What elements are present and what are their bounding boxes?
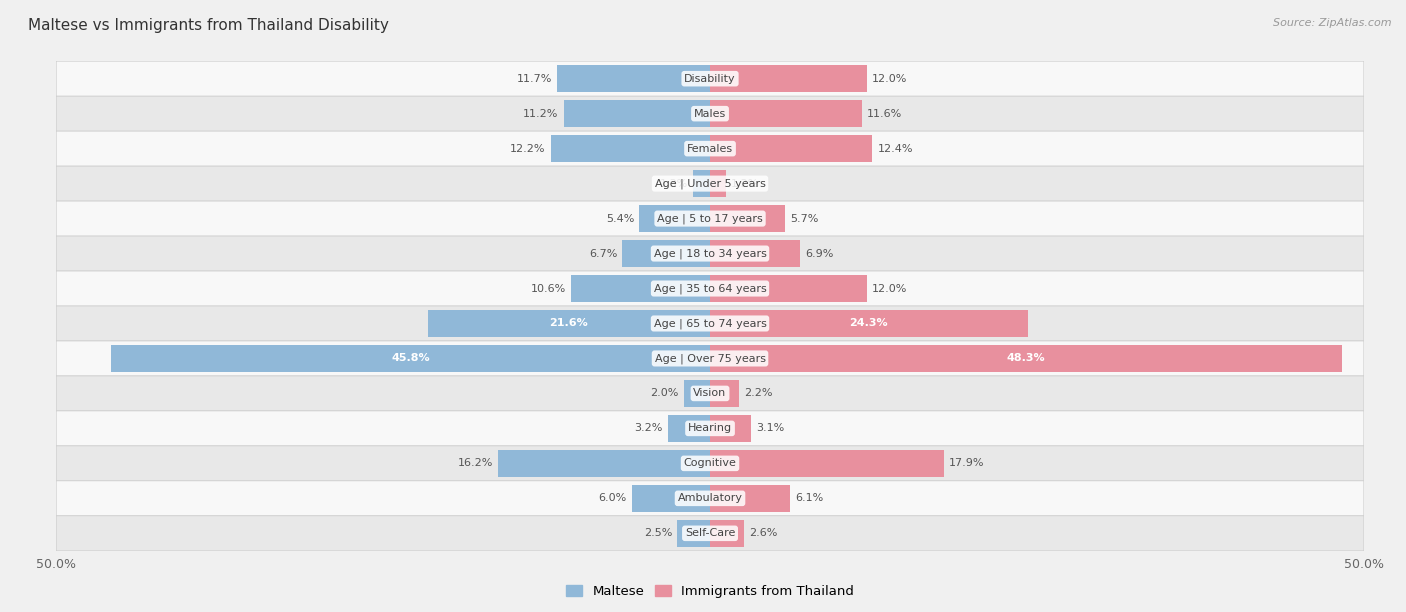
- Bar: [710, 380, 738, 407]
- FancyBboxPatch shape: [56, 236, 1364, 271]
- Text: Age | 65 to 74 years: Age | 65 to 74 years: [654, 318, 766, 329]
- Bar: [564, 100, 710, 127]
- Text: Hearing: Hearing: [688, 424, 733, 433]
- Text: 3.2%: 3.2%: [634, 424, 664, 433]
- Text: 11.6%: 11.6%: [868, 109, 903, 119]
- Text: Source: ZipAtlas.com: Source: ZipAtlas.com: [1274, 18, 1392, 28]
- Text: 1.2%: 1.2%: [731, 179, 759, 188]
- Text: Maltese vs Immigrants from Thailand Disability: Maltese vs Immigrants from Thailand Disa…: [28, 18, 389, 34]
- Text: 48.3%: 48.3%: [1007, 354, 1045, 364]
- FancyBboxPatch shape: [56, 131, 1364, 166]
- Bar: [710, 520, 744, 547]
- Bar: [498, 450, 710, 477]
- Text: Age | 5 to 17 years: Age | 5 to 17 years: [657, 214, 763, 224]
- Bar: [710, 240, 800, 267]
- Bar: [710, 275, 868, 302]
- Text: 6.9%: 6.9%: [806, 248, 834, 258]
- Bar: [710, 415, 751, 442]
- Text: Ambulatory: Ambulatory: [678, 493, 742, 503]
- Text: 10.6%: 10.6%: [531, 283, 567, 294]
- FancyBboxPatch shape: [56, 481, 1364, 516]
- Text: 1.3%: 1.3%: [659, 179, 688, 188]
- Text: 6.1%: 6.1%: [794, 493, 824, 503]
- Text: 2.5%: 2.5%: [644, 528, 672, 539]
- Text: 2.0%: 2.0%: [650, 389, 679, 398]
- Text: 12.0%: 12.0%: [872, 283, 907, 294]
- FancyBboxPatch shape: [56, 96, 1364, 131]
- Text: 16.2%: 16.2%: [457, 458, 494, 468]
- Bar: [710, 65, 868, 92]
- Text: Cognitive: Cognitive: [683, 458, 737, 468]
- Text: 24.3%: 24.3%: [849, 318, 889, 329]
- FancyBboxPatch shape: [56, 61, 1364, 96]
- Text: Age | 18 to 34 years: Age | 18 to 34 years: [654, 248, 766, 259]
- Text: 5.4%: 5.4%: [606, 214, 634, 223]
- Text: 5.7%: 5.7%: [790, 214, 818, 223]
- Bar: [710, 450, 943, 477]
- Bar: [710, 100, 862, 127]
- Text: 12.0%: 12.0%: [872, 73, 907, 84]
- Text: Self-Care: Self-Care: [685, 528, 735, 539]
- Bar: [710, 205, 785, 232]
- FancyBboxPatch shape: [56, 306, 1364, 341]
- Legend: Maltese, Immigrants from Thailand: Maltese, Immigrants from Thailand: [561, 580, 859, 603]
- Bar: [710, 310, 1028, 337]
- Text: Males: Males: [695, 109, 725, 119]
- Bar: [693, 170, 710, 197]
- Bar: [710, 135, 872, 162]
- Bar: [710, 170, 725, 197]
- Text: Females: Females: [688, 144, 733, 154]
- Bar: [710, 485, 790, 512]
- Text: Age | Under 5 years: Age | Under 5 years: [655, 178, 765, 189]
- Bar: [631, 485, 710, 512]
- Bar: [668, 415, 710, 442]
- Text: 11.7%: 11.7%: [516, 73, 551, 84]
- Text: 2.6%: 2.6%: [749, 528, 778, 539]
- Text: 11.2%: 11.2%: [523, 109, 558, 119]
- FancyBboxPatch shape: [56, 411, 1364, 446]
- Bar: [111, 345, 710, 372]
- Text: 12.2%: 12.2%: [510, 144, 546, 154]
- Text: 3.1%: 3.1%: [756, 424, 785, 433]
- Bar: [557, 65, 710, 92]
- Bar: [551, 135, 710, 162]
- Text: 6.0%: 6.0%: [598, 493, 626, 503]
- Text: 17.9%: 17.9%: [949, 458, 984, 468]
- FancyBboxPatch shape: [56, 341, 1364, 376]
- Bar: [623, 240, 710, 267]
- Text: Disability: Disability: [685, 73, 735, 84]
- Bar: [427, 310, 710, 337]
- Text: 2.2%: 2.2%: [744, 389, 772, 398]
- Bar: [683, 380, 710, 407]
- Text: 6.7%: 6.7%: [589, 248, 617, 258]
- FancyBboxPatch shape: [56, 516, 1364, 551]
- Bar: [640, 205, 710, 232]
- FancyBboxPatch shape: [56, 201, 1364, 236]
- Bar: [710, 345, 1341, 372]
- Text: 21.6%: 21.6%: [550, 318, 588, 329]
- Bar: [571, 275, 710, 302]
- FancyBboxPatch shape: [56, 166, 1364, 201]
- Text: Vision: Vision: [693, 389, 727, 398]
- Text: 45.8%: 45.8%: [391, 354, 430, 364]
- FancyBboxPatch shape: [56, 376, 1364, 411]
- Text: Age | 35 to 64 years: Age | 35 to 64 years: [654, 283, 766, 294]
- FancyBboxPatch shape: [56, 446, 1364, 481]
- Text: 12.4%: 12.4%: [877, 144, 912, 154]
- Text: Age | Over 75 years: Age | Over 75 years: [655, 353, 765, 364]
- FancyBboxPatch shape: [56, 271, 1364, 306]
- Bar: [678, 520, 710, 547]
